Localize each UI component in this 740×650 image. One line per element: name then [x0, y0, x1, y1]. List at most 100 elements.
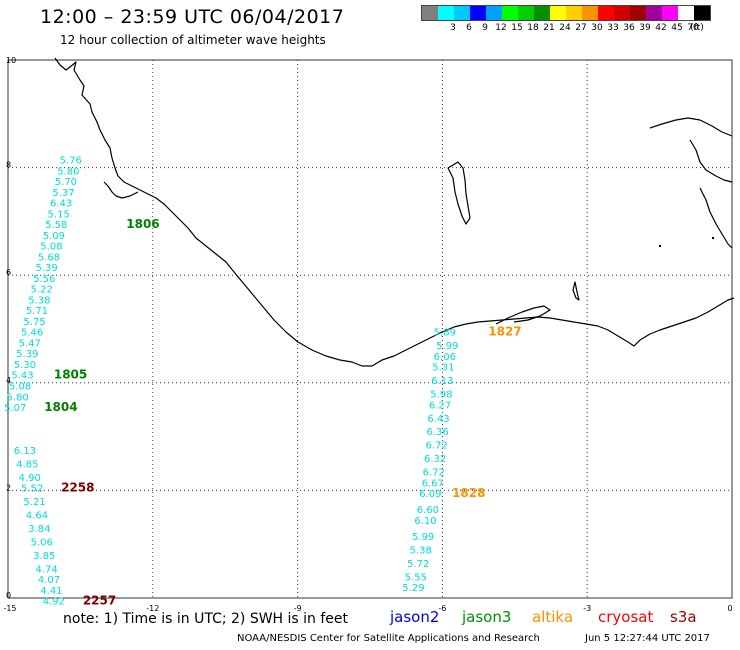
coastline-segment [447, 161, 471, 225]
lon-tick-label: -3 [583, 604, 591, 613]
swh-value: 5.55 [405, 572, 427, 583]
legend-tick-label: 45 [671, 23, 683, 33]
lon-tick-label: -12 [146, 604, 159, 613]
pass-time-label: 2257 [83, 594, 116, 608]
swh-value: 6.09 [419, 489, 441, 500]
swh-value: 5.37 [52, 188, 74, 199]
swh-value: 5.75 [23, 317, 45, 328]
swh-value: 4.41 [40, 586, 62, 597]
pass-time-label: 1827 [488, 325, 521, 339]
swh-value: 5.38 [410, 546, 432, 557]
pass-time-label: 1806 [126, 217, 159, 231]
coastline-segment [649, 117, 733, 249]
legend-tick-label: 30 [591, 23, 603, 33]
legend-tick-label: 18 [527, 23, 539, 33]
legend-swatch [646, 6, 662, 20]
swh-value: 4.74 [35, 564, 57, 575]
legend-unit: (ft) [690, 23, 704, 33]
coastline-segment [103, 181, 139, 199]
legend-tick-label: 3 [450, 23, 456, 33]
chart-title: 12:00 – 23:59 UTC 06/04/2017 [40, 6, 345, 28]
mission-altika: altika [532, 608, 574, 626]
legend-swatch [534, 6, 550, 20]
legend-swatch [422, 6, 438, 20]
grid-lines [7, 59, 733, 599]
coastline-segment [495, 305, 551, 325]
mission-jason3: jason3 [462, 608, 512, 626]
lon-tick-label: -15 [3, 604, 16, 613]
swh-value: 5.56 [33, 274, 55, 285]
legend-swatch [470, 6, 486, 20]
legend-swatch [662, 6, 678, 20]
mission-jason2: jason2 [390, 608, 440, 626]
coastline [54, 57, 735, 367]
legend-swatch [582, 6, 598, 20]
lon-tick-label: -6 [438, 604, 446, 613]
swh-value: 4.90 [19, 473, 41, 484]
swh-value: 6.06 [434, 352, 456, 363]
swh-value: 5.43 [11, 371, 33, 382]
lon-tick-label: -9 [294, 604, 302, 613]
legend-tick-label: 21 [543, 23, 555, 33]
swh-value: 6.72 [423, 468, 445, 479]
swh-value: 6.13 [14, 446, 36, 457]
legend-labels: 3 6 9 12 15 18 21 24 27 30 33 36 39 42 45 70 (ft) [421, 21, 711, 35]
swh-value: 5.06 [31, 538, 53, 549]
footnote: note: 1) Time is in UTC; 2) SWH is in fe… [63, 611, 349, 627]
coastline-segment [54, 57, 735, 367]
swh-value: 5.98 [430, 390, 452, 401]
lat-tick-label: 2 [6, 483, 11, 492]
swh-value: 6.72 [425, 441, 447, 452]
lat-tick-label: 0 [6, 591, 11, 600]
coastline-segment [572, 281, 580, 301]
swh-value: 3.84 [28, 524, 50, 535]
swh-value: 5.52 [21, 484, 43, 495]
legend-swatch [438, 6, 454, 20]
swh-value: 5.80 [57, 166, 79, 177]
legend-tick-label: 42 [655, 23, 667, 33]
swh-value: 5.15 [48, 209, 70, 220]
swh-value: 5.80 [7, 392, 29, 403]
legend-swatch [694, 6, 710, 20]
swh-value: 5.46 [21, 328, 43, 339]
legend-swatch [566, 6, 582, 20]
swh-value: 5.71 [26, 306, 48, 317]
swh-value: 6.27 [429, 400, 451, 411]
legend-tick-label: 36 [623, 23, 635, 33]
pass-time-label: 2258 [61, 481, 94, 495]
swh-value: 4.92 [43, 597, 65, 608]
swh-value: 5.76 [60, 156, 82, 167]
swh-value: 5.31 [432, 363, 454, 374]
pass-time-labels: 1806 1805 1804 2258 2257 1827 1828 [44, 217, 521, 608]
swh-value: 5.68 [38, 252, 60, 263]
legend-tick-label: 12 [495, 23, 507, 33]
legend-swatch [630, 6, 646, 20]
axis-tick-labels: -15 -12 -9 -6 -3 0 0 2 4 6 8 10 [3, 56, 732, 613]
swh-value: 5.29 [402, 583, 424, 594]
swh-value: 5.58 [45, 220, 67, 231]
swh-value: 5.30 [14, 360, 36, 371]
swh-value: 5.99 [436, 341, 458, 352]
swh-value: 5.09 [43, 231, 65, 242]
mission-s3a: s3a [670, 608, 697, 626]
lon-tick-label: 0 [727, 604, 732, 613]
legend-swatch [614, 6, 630, 20]
swh-value: 6.67 [422, 478, 444, 489]
swh-value: 6.43 [427, 414, 449, 425]
swh-value: 5.70 [55, 177, 77, 188]
legend-swatch [486, 6, 502, 20]
legend-tick-label: 6 [466, 23, 472, 33]
chart-subtitle: 12 hour collection of altimeter wave hei… [60, 33, 326, 47]
lat-tick-label: 6 [6, 268, 11, 277]
swh-value: 5.39 [16, 349, 38, 360]
swh-value: 5.22 [31, 285, 53, 296]
legend-tick-label: 33 [607, 23, 619, 33]
legend-swatches [421, 5, 711, 21]
legend-swatch [550, 6, 566, 20]
legend-swatch [518, 6, 534, 20]
pass-time-label: 1804 [44, 400, 77, 414]
swh-value: 3.85 [33, 551, 55, 562]
swh-readings: 5.765.805.705.376.435.155.585.095.085.68… [4, 156, 458, 608]
legend-tick-label: 24 [559, 23, 571, 33]
credit-line: NOAA/NESDIS Center for Satellite Applica… [237, 633, 540, 644]
